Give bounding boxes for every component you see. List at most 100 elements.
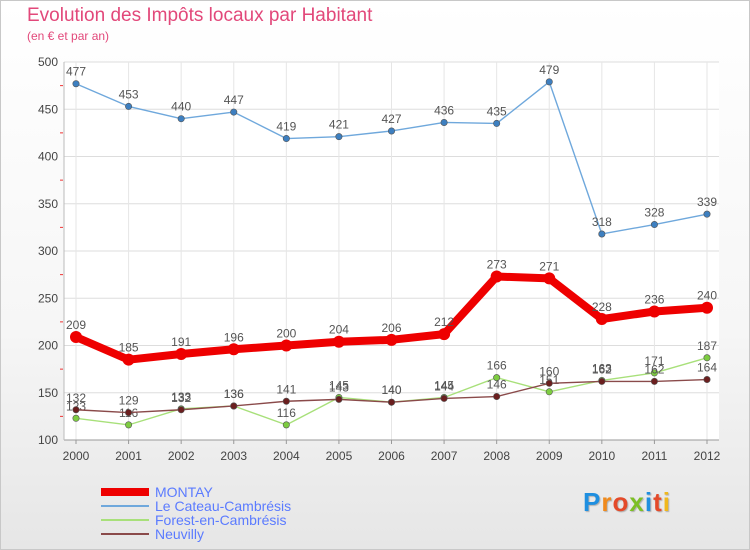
data-label: 206 <box>381 321 401 335</box>
data-point <box>72 414 80 422</box>
y-tick-label: 200 <box>38 339 58 353</box>
x-tick-label: 2011 <box>642 449 668 463</box>
data-point <box>490 270 503 283</box>
y-tick-label: 300 <box>38 244 58 258</box>
y-tick-label: 150 <box>38 386 58 400</box>
data-label: 145 <box>329 378 349 392</box>
data-point <box>650 369 658 377</box>
data-label: 212 <box>434 315 454 329</box>
legend-swatch <box>101 505 149 507</box>
data-label: 240 <box>697 289 717 303</box>
data-label: 228 <box>592 300 612 314</box>
data-point <box>648 305 661 318</box>
legend-label: Le Cateau-Cambrésis <box>155 498 292 514</box>
data-label: 271 <box>539 259 559 273</box>
y-tick-label: 400 <box>38 150 58 164</box>
data-point <box>175 348 188 361</box>
data-point <box>545 388 553 396</box>
data-point <box>493 119 501 127</box>
legend-swatch <box>101 519 149 521</box>
data-label: 116 <box>277 406 296 420</box>
legend-label: Neuvilly <box>155 526 205 542</box>
data-label: 136 <box>224 387 244 401</box>
data-point <box>72 406 80 414</box>
data-point <box>598 377 606 385</box>
x-tick-label: 2002 <box>168 449 195 463</box>
data-point <box>122 353 135 366</box>
data-label: 133 <box>171 390 191 404</box>
legend-item: MONTAY <box>101 485 291 499</box>
data-point <box>650 221 658 229</box>
y-tick-label: 100 <box>38 433 58 447</box>
data-point <box>282 135 290 143</box>
data-label: 236 <box>644 292 664 306</box>
data-point <box>70 330 82 343</box>
data-label: 447 <box>224 93 244 107</box>
data-label: 171 <box>644 354 664 368</box>
data-label: 419 <box>276 120 296 134</box>
x-tick-label: 2005 <box>326 449 353 463</box>
logo-letter: x <box>629 487 645 517</box>
data-point <box>703 210 711 218</box>
data-label: 129 <box>119 394 139 408</box>
data-label: 436 <box>434 103 454 117</box>
data-point <box>440 118 448 126</box>
data-point <box>177 115 185 123</box>
data-point <box>125 409 133 417</box>
data-point <box>125 421 133 429</box>
x-tick-label: 2008 <box>483 449 510 463</box>
data-label: 185 <box>119 341 139 355</box>
y-tick-label: 450 <box>38 102 58 116</box>
data-point <box>701 301 713 314</box>
data-label: 132 <box>66 391 86 405</box>
x-tick-label: 2003 <box>220 449 247 463</box>
data-label: 140 <box>381 383 401 397</box>
data-label: 187 <box>697 339 717 353</box>
logo-letter: t <box>653 487 663 517</box>
legend-swatch <box>101 533 149 535</box>
legend-item: Le Cateau-Cambrésis <box>101 499 291 513</box>
data-label: 339 <box>697 195 717 209</box>
data-point <box>280 339 293 352</box>
data-label: 421 <box>329 118 349 132</box>
data-label: 146 <box>487 378 507 392</box>
data-label: 162 <box>644 362 664 376</box>
logo-letter: i <box>662 487 671 517</box>
data-point <box>387 127 395 135</box>
data-label: 196 <box>224 330 244 344</box>
data-point <box>230 402 238 410</box>
data-point <box>387 398 395 406</box>
data-point <box>595 313 608 326</box>
proxiti-logo: Proxiti <box>583 487 671 518</box>
data-label: 140 <box>381 383 401 397</box>
data-label: 318 <box>592 215 612 229</box>
data-point <box>543 272 556 285</box>
x-tick-label: 2012 <box>694 449 721 463</box>
data-label: 136 <box>224 387 244 401</box>
data-label: 479 <box>539 63 559 77</box>
y-tick-label: 500 <box>38 55 58 69</box>
x-tick-label: 2010 <box>588 449 615 463</box>
data-label: 328 <box>644 206 664 220</box>
data-point <box>385 333 398 346</box>
data-label: 453 <box>119 87 139 101</box>
logo-letter: P <box>583 487 602 517</box>
data-point <box>335 133 343 141</box>
logo-letter: i <box>644 487 654 517</box>
data-label: 440 <box>171 100 191 114</box>
data-point <box>438 328 451 341</box>
data-label: 191 <box>171 335 191 349</box>
logo-letter: r <box>601 487 613 517</box>
legend-item: Forest-en-Cambrésis <box>101 513 291 527</box>
data-label: 164 <box>697 361 717 375</box>
data-label: 145 <box>434 378 454 392</box>
data-point <box>230 108 238 116</box>
x-tick-label: 2001 <box>115 449 142 463</box>
x-tick-label: 2007 <box>431 449 458 463</box>
data-label: 273 <box>487 258 507 272</box>
data-point <box>703 376 711 384</box>
data-point <box>282 397 290 405</box>
x-tick-label: 2006 <box>378 449 405 463</box>
legend-label: MONTAY <box>155 484 213 500</box>
data-point <box>227 343 240 356</box>
